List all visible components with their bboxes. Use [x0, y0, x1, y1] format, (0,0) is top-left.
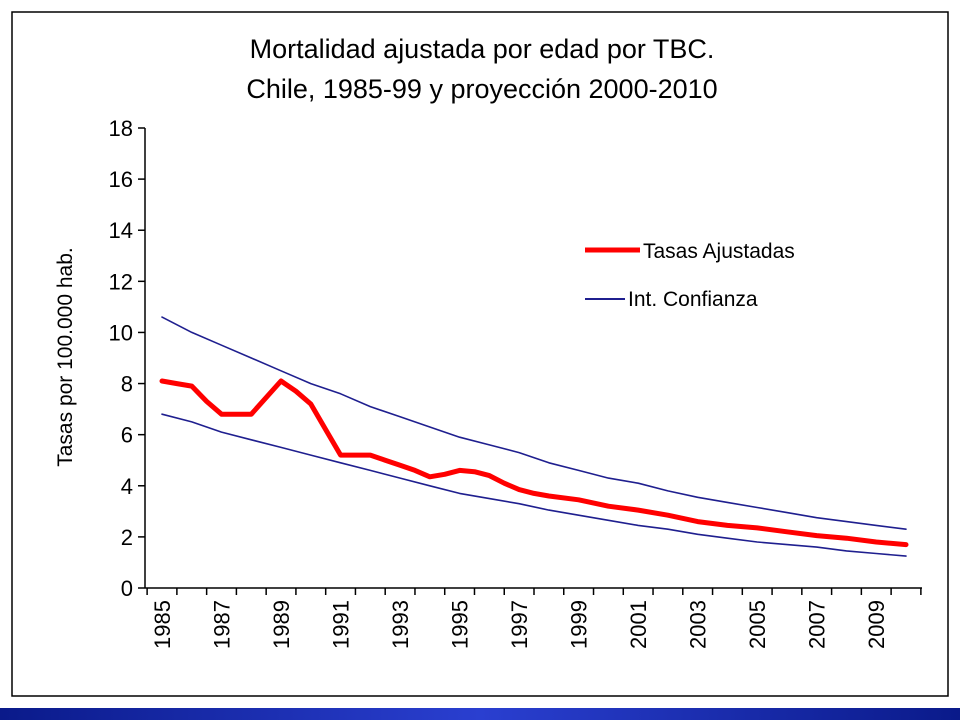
- y-tick-label: 2: [121, 525, 133, 550]
- x-tick-label: 1993: [388, 600, 413, 649]
- x-tick-label: 2005: [745, 600, 770, 649]
- legend: Tasas Ajustadas Int. Confianza: [585, 240, 795, 311]
- x-tick-label: 2001: [626, 600, 651, 649]
- y-tick-label: 6: [121, 423, 133, 448]
- chart-title: Mortalidad ajustada por edad por TBC.: [250, 34, 715, 64]
- x-tick-label: 1999: [567, 600, 592, 649]
- y-tick-label: 8: [121, 372, 133, 397]
- legend-label-tasas: Tasas Ajustadas: [643, 240, 795, 263]
- y-tick-label: 10: [109, 320, 133, 345]
- chart-subtitle: Chile, 1985-99 y proyección 2000-2010: [246, 74, 717, 104]
- x-tick-label: 1985: [150, 600, 175, 649]
- y-tick-label: 0: [121, 576, 133, 601]
- bottom-bar: [0, 708, 960, 720]
- series-line-int-confianza-upper: [161, 316, 907, 531]
- x-tick-label: 2003: [686, 600, 711, 649]
- chart-border: [11, 11, 949, 697]
- y-tick-label: 14: [109, 218, 133, 243]
- y-axis: 0 2 4 6 8 10 12 14 16 18: [109, 116, 145, 601]
- x-tick-label: 1987: [210, 600, 235, 649]
- x-tick-label: 2007: [805, 600, 830, 649]
- legend-label-confianza: Int. Confianza: [628, 288, 758, 311]
- x-tick-label: 1989: [269, 600, 294, 649]
- x-axis: 1985 1987 1989 1991 1993 1995 1997 1999 2001 2003…: [146, 588, 922, 649]
- x-tick-label: 1991: [329, 600, 354, 649]
- y-tick-label: 12: [109, 269, 133, 294]
- y-tick-label: 4: [121, 474, 133, 499]
- x-tick-label: 1997: [507, 600, 532, 649]
- series-line-tasas-ajustadas: [159, 378, 909, 548]
- x-tick-label: 1995: [448, 600, 473, 649]
- x-tick-label: 2009: [864, 600, 889, 649]
- series-layer: [159, 316, 909, 557]
- series-line-int-confianza-lower: [161, 413, 907, 557]
- y-tick-label: 18: [109, 116, 133, 141]
- y-tick-label: 16: [109, 167, 133, 192]
- y-axis-label: Tasas por 100.000 hab.: [54, 247, 77, 467]
